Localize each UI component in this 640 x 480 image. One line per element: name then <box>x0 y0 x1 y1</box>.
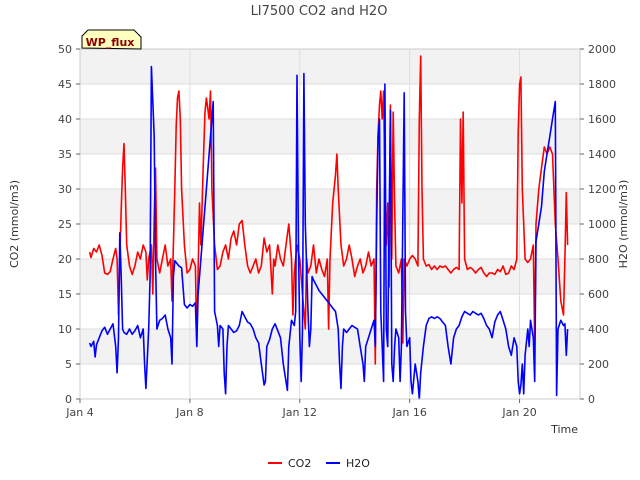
y-left-tick-label: 30 <box>58 183 72 196</box>
y-right-tick-label: 1200 <box>588 183 616 196</box>
plot-band <box>80 49 580 84</box>
plot-bands <box>80 49 580 364</box>
y-left-tick-label: 20 <box>58 253 72 266</box>
legend-label-co2: CO2 <box>288 457 311 470</box>
y-right-tick-label: 200 <box>588 358 609 371</box>
legend-item-co2: CO2 <box>268 457 311 470</box>
y-right-tick-label: 1400 <box>588 148 616 161</box>
series-line-co2 <box>88 55 569 365</box>
y-right-tick-label: 2000 <box>588 43 616 56</box>
ticks: 0 5 10 15 20 25 30 35 40 45 50 0 200 400 600 800 1000 120… <box>58 43 616 419</box>
y-left-tick-label: 0 <box>65 393 72 406</box>
wp-flux-badge: WP_flux <box>81 29 142 50</box>
plot-band <box>80 189 580 224</box>
x-tick-label: Jan 20 <box>501 406 536 419</box>
y-right-tick-label: 600 <box>588 288 609 301</box>
y-right-tick-label: 800 <box>588 253 609 266</box>
y-axis-right-label: H2O (mmol/m3) <box>617 180 630 269</box>
y-right-tick-label: 1600 <box>588 113 616 126</box>
x-tick-label: Jan 4 <box>65 406 93 419</box>
y-left-tick-label: 45 <box>58 78 72 91</box>
legend-item-h2o: H2O <box>326 457 370 470</box>
y-right-tick-label: 0 <box>588 393 595 406</box>
x-tick-label: Jan 12 <box>282 406 317 419</box>
x-tick-label: Jan 8 <box>175 406 203 419</box>
y-right-tick-label: 1000 <box>588 218 616 231</box>
plot-band <box>80 119 580 154</box>
legend-label-h2o: H2O <box>346 457 370 470</box>
y-right-tick-label: 1800 <box>588 78 616 91</box>
series-line-h2o <box>88 65 569 400</box>
x-axis-label: Time <box>550 423 578 436</box>
y-left-tick-label: 50 <box>58 43 72 56</box>
y-left-tick-label: 5 <box>65 358 72 371</box>
y-left-tick-label: 10 <box>58 323 72 336</box>
y-axis-left-label: CO2 (mmol/m3) <box>8 180 21 268</box>
badge-label: WP_flux <box>86 36 135 49</box>
y-left-tick-label: 25 <box>58 218 72 231</box>
y-left-tick-label: 15 <box>58 288 72 301</box>
legend: CO2 H2O <box>268 457 370 470</box>
y-left-tick-label: 35 <box>58 148 72 161</box>
chart-title: LI7500 CO2 and H2O <box>251 4 388 19</box>
y-right-tick-label: 400 <box>588 323 609 336</box>
series-layer <box>88 55 569 400</box>
badge-shape <box>81 29 142 50</box>
plot-band <box>80 329 580 364</box>
y-left-tick-label: 40 <box>58 113 72 126</box>
x-tick-label: Jan 16 <box>391 406 426 419</box>
